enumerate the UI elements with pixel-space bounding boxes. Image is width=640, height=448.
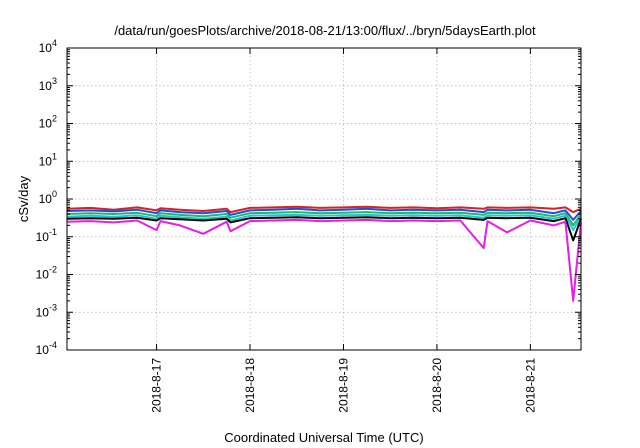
y-axis-ticks: 10-4 10-3 10-2 10-1 100 101 102 103 104 bbox=[36, 38, 581, 357]
series-line-2 bbox=[66, 207, 582, 221]
series-line-6 bbox=[66, 218, 582, 302]
y-tick-label: 102 bbox=[39, 114, 57, 131]
x-tick-label: 2018-8-19 bbox=[336, 358, 350, 413]
x-axis-ticks: 2018-8-17 2018-8-18 2018-8-19 2018-8-20 2018… bbox=[150, 48, 537, 413]
y-tick-label: 101 bbox=[39, 151, 57, 168]
series-line-1 bbox=[66, 205, 582, 214]
x-tick-label: 2018-8-18 bbox=[243, 358, 257, 413]
x-tick-label: 2018-8-21 bbox=[523, 358, 537, 413]
series-line-5 bbox=[66, 216, 582, 242]
grid-lines bbox=[67, 48, 581, 350]
x-tick-label: 2018-8-20 bbox=[430, 358, 444, 413]
x-axis-label: Coordinated Universal Time (UTC) bbox=[224, 430, 423, 445]
y-tick-label: 10-2 bbox=[36, 265, 57, 282]
series-line-3 bbox=[66, 211, 582, 227]
series-lines bbox=[66, 205, 582, 302]
y-tick-label: 104 bbox=[39, 38, 57, 55]
y-tick-label: 100 bbox=[39, 189, 57, 206]
x-tick-label: 2018-8-17 bbox=[150, 358, 164, 413]
y-axis-label: cSv/day bbox=[16, 175, 31, 222]
y-tick-label: 103 bbox=[39, 76, 57, 93]
y-tick-label: 10-3 bbox=[36, 302, 57, 319]
y-tick-label: 10-1 bbox=[36, 227, 57, 244]
chart-title: /data/run/goesPlots/archive/2018-08-21/1… bbox=[114, 23, 536, 38]
y-tick-label: 10-4 bbox=[36, 340, 57, 357]
series-line-4 bbox=[66, 213, 582, 232]
